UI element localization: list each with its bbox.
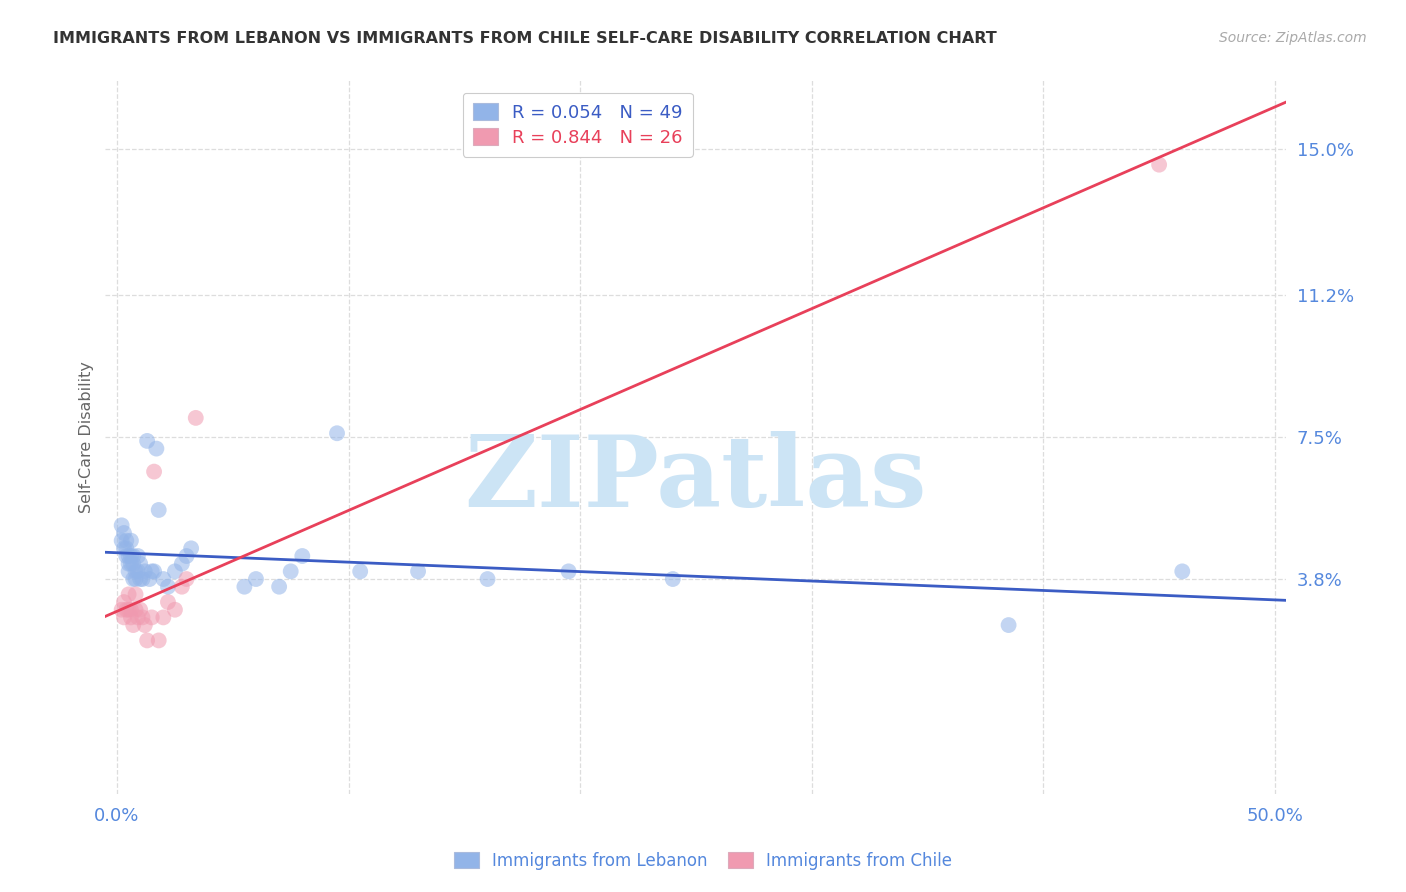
Point (349, 565, 371, 579)
Point (1147, 158, 1170, 172)
Point (115, 603, 138, 617)
Point (117, 557, 139, 571)
Point (111, 533, 134, 548)
Point (406, 565, 429, 579)
Point (156, 595, 179, 609)
Point (326, 426, 349, 441)
Point (112, 610, 135, 624)
Point (152, 572, 174, 586)
Point (156, 580, 179, 594)
Point (120, 533, 142, 548)
Point (176, 572, 198, 586)
Point (115, 533, 138, 548)
Point (122, 618, 145, 632)
Point (152, 610, 174, 624)
Point (117, 603, 139, 617)
Point (124, 565, 146, 579)
Point (124, 603, 146, 617)
Point (176, 549, 198, 563)
Point (124, 572, 146, 586)
Point (129, 603, 152, 617)
Point (180, 541, 202, 556)
Point (145, 442, 167, 456)
Point (111, 518, 134, 533)
Point (291, 549, 314, 563)
Point (662, 572, 685, 586)
Point (117, 549, 139, 563)
Point (245, 572, 267, 586)
Point (280, 565, 302, 579)
Legend: Immigrants from Lebanon, Immigrants from Chile: Immigrants from Lebanon, Immigrants from… (447, 846, 959, 877)
Point (170, 580, 193, 594)
Point (120, 549, 142, 563)
Point (997, 618, 1019, 632)
Point (122, 557, 145, 571)
Point (111, 603, 134, 617)
Point (127, 549, 149, 563)
Text: IMMIGRANTS FROM LEBANON VS IMMIGRANTS FROM CHILE SELF-CARE DISABILITY CORRELATIO: IMMIGRANTS FROM LEBANON VS IMMIGRANTS FR… (53, 31, 997, 46)
Point (557, 565, 579, 579)
Text: ZIPatlas: ZIPatlas (465, 432, 927, 528)
Legend: R = 0.054   N = 49, R = 0.844   N = 26: R = 0.054 N = 49, R = 0.844 N = 26 (463, 93, 693, 157)
Point (122, 549, 145, 563)
Point (127, 565, 149, 579)
Y-axis label: Self-Care Disability: Self-Care Disability (79, 361, 94, 513)
Point (184, 410, 207, 425)
Point (148, 633, 170, 648)
Point (163, 603, 186, 617)
Point (117, 587, 139, 601)
Point (138, 572, 160, 586)
Point (136, 434, 159, 448)
Point (131, 572, 153, 586)
Point (134, 618, 156, 632)
Point (112, 541, 135, 556)
Point (112, 526, 135, 541)
Point (127, 610, 149, 624)
Point (115, 549, 138, 563)
Point (129, 572, 152, 586)
Point (141, 565, 163, 579)
Point (112, 595, 135, 609)
Point (477, 572, 499, 586)
Point (124, 587, 146, 601)
Text: Source: ZipAtlas.com: Source: ZipAtlas.com (1219, 31, 1367, 45)
Point (131, 610, 153, 624)
Point (143, 565, 166, 579)
Point (120, 603, 142, 617)
Point (117, 565, 139, 579)
Point (170, 557, 193, 571)
Point (115, 541, 138, 556)
Point (120, 557, 142, 571)
Point (233, 580, 256, 594)
Point (134, 565, 156, 579)
Point (141, 610, 163, 624)
Point (136, 633, 159, 648)
Point (1171, 565, 1194, 579)
Point (148, 503, 170, 517)
Point (143, 465, 166, 479)
Point (129, 557, 152, 571)
Point (120, 610, 142, 624)
Point (122, 572, 145, 586)
Point (269, 580, 291, 594)
Point (163, 565, 186, 579)
